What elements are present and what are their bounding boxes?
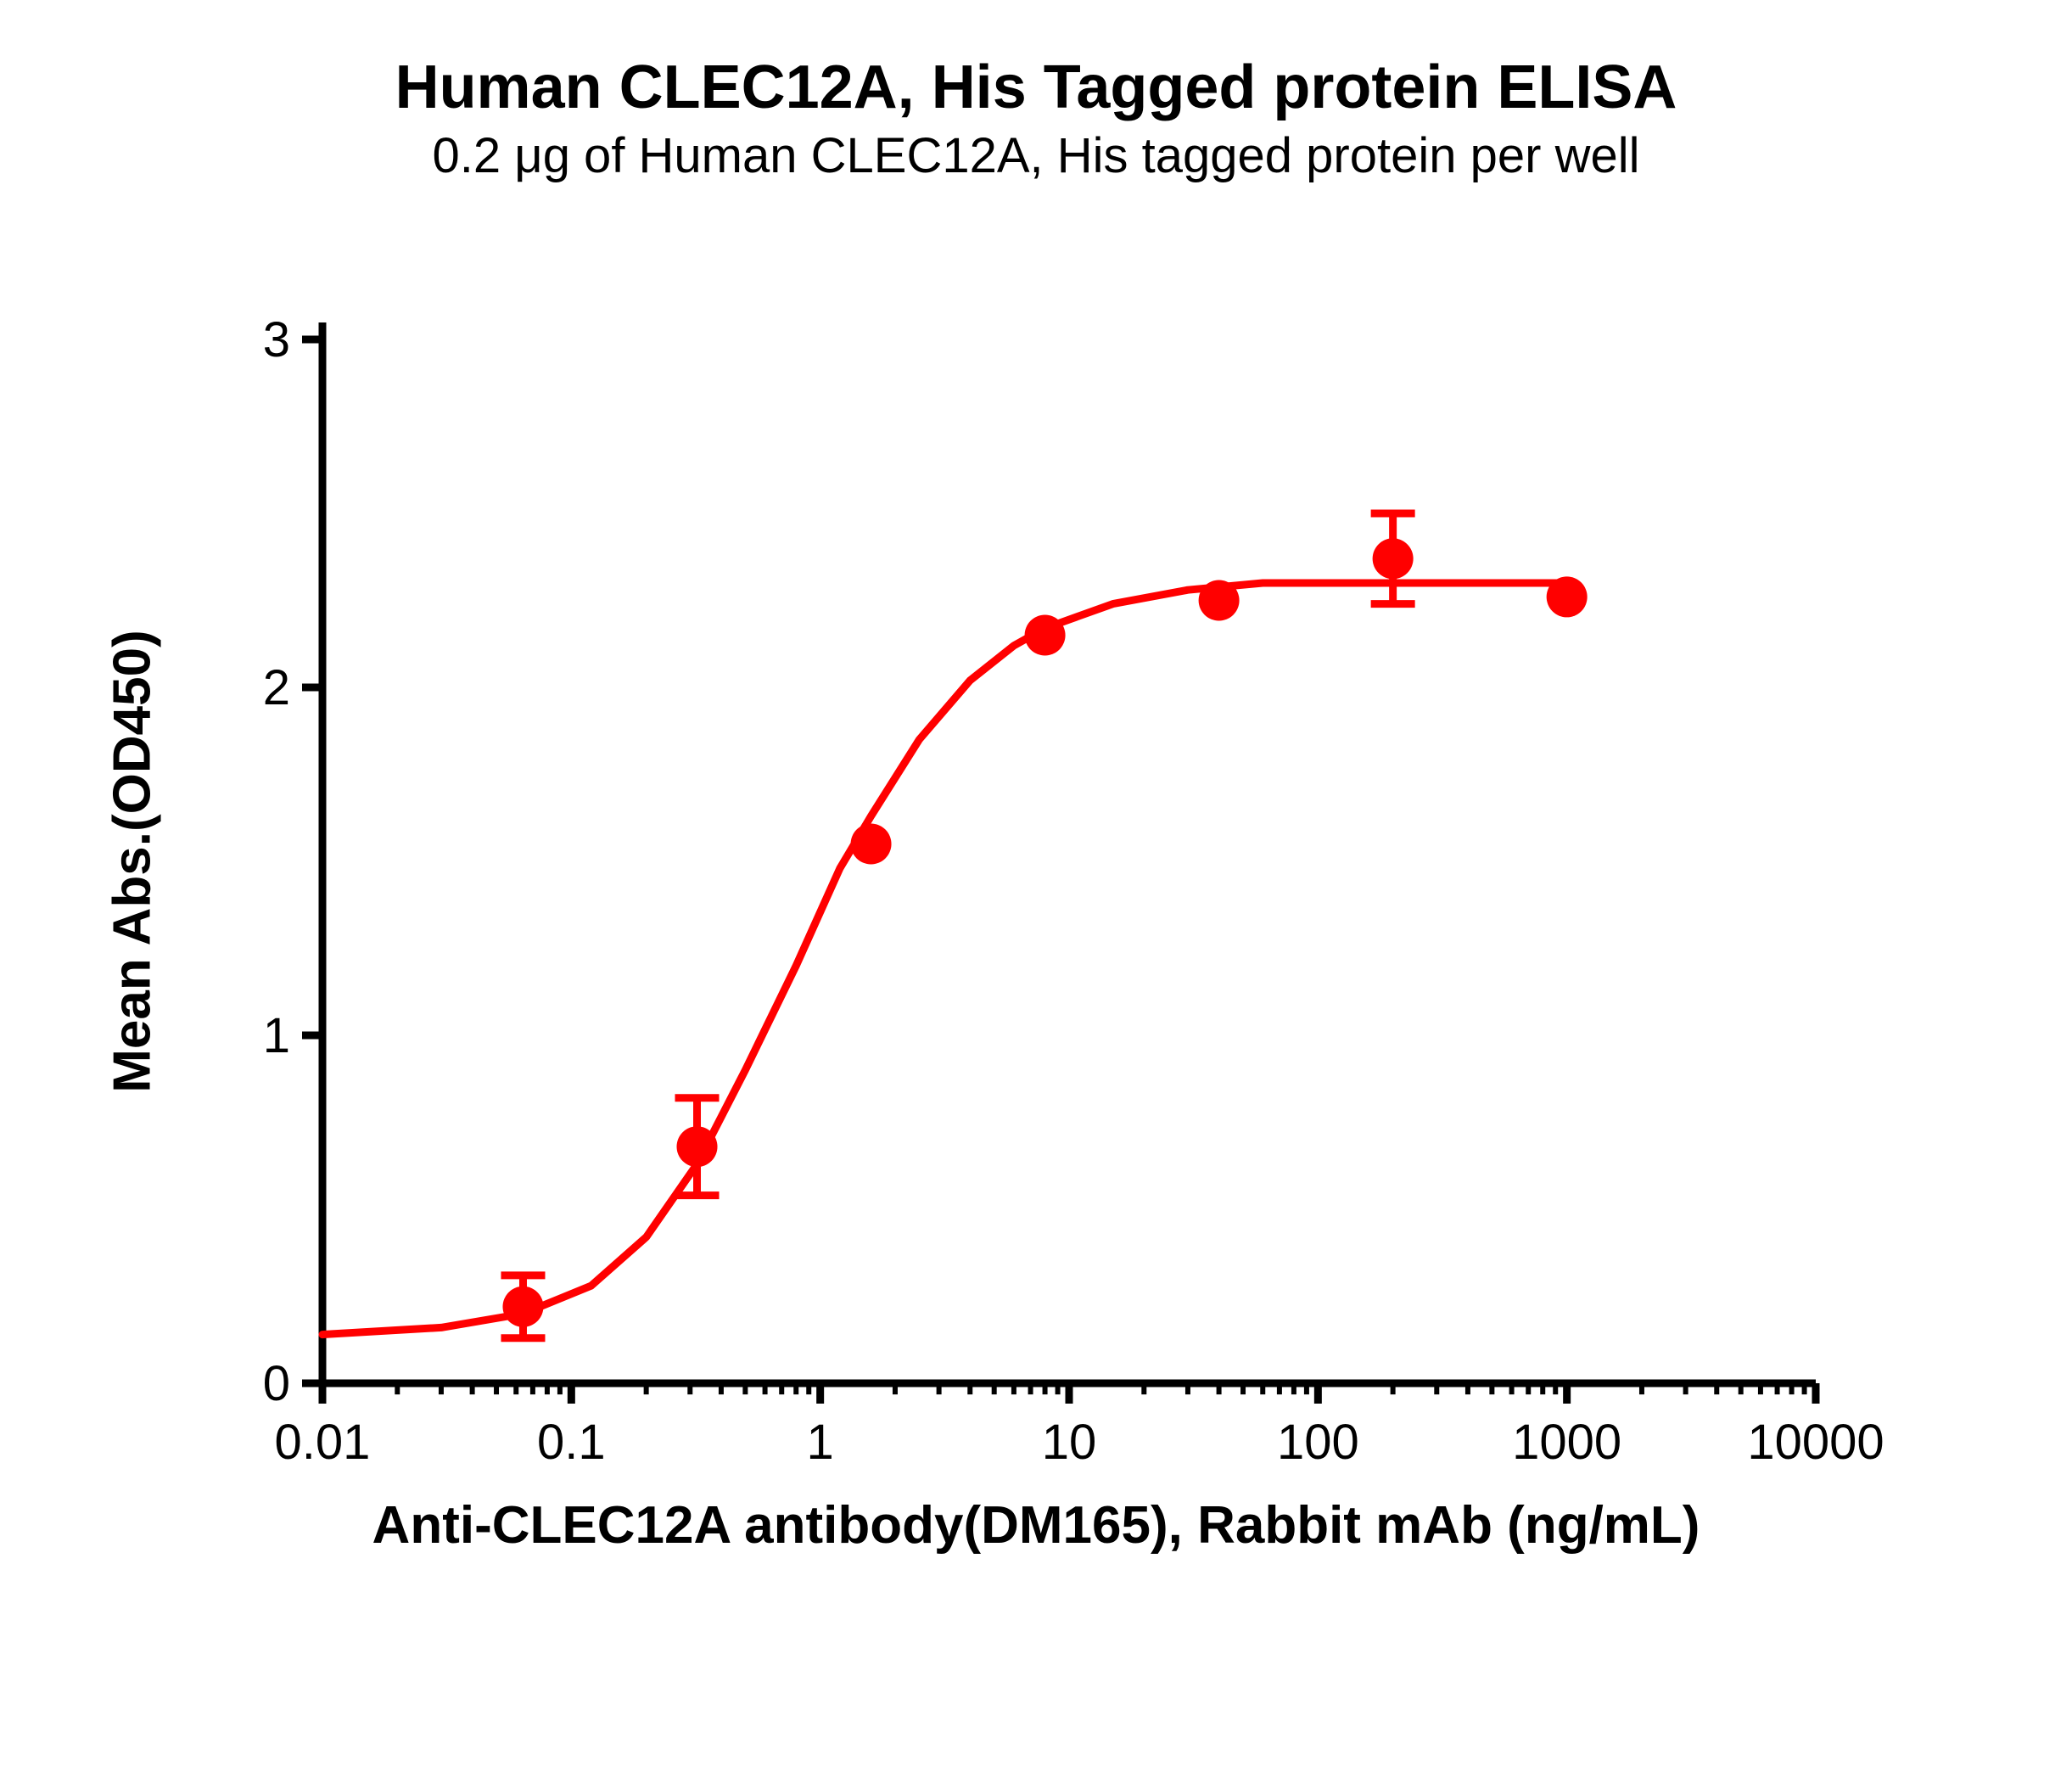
y-axis-title: Mean Abs.(OD450)	[103, 630, 163, 1093]
x-tick-label: 1000	[1465, 1414, 1669, 1471]
x-tick-label: 0.1	[469, 1414, 673, 1471]
y-tick-label: 0	[263, 1355, 290, 1412]
elisa-chart-container: Human CLEC12A, His Tagged protein ELISA …	[0, 0, 2072, 1777]
x-tick-label: 0.01	[221, 1414, 424, 1471]
x-tick-label: 1	[719, 1414, 922, 1471]
y-tick-label: 3	[263, 311, 290, 368]
y-tick-label: 1	[263, 1007, 290, 1064]
x-tick-label: 100	[1216, 1414, 1420, 1471]
x-tick-label: 10000	[1714, 1414, 1918, 1471]
x-axis-title: Anti-CLEC12A antibody(DM165), Rabbit mAb…	[0, 1495, 2072, 1556]
y-tick-label: 2	[263, 659, 290, 716]
x-tick-label: 10	[967, 1414, 1171, 1471]
